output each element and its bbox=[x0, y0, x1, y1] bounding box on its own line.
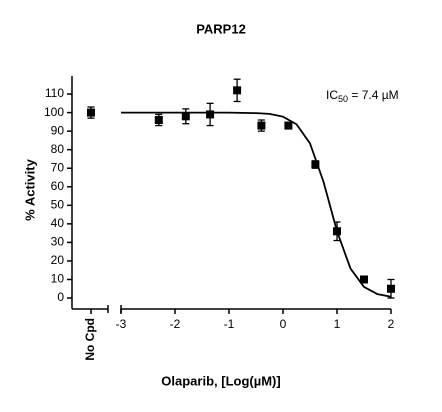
data-point bbox=[87, 108, 95, 117]
data-point bbox=[233, 86, 242, 95]
y-tick-label: 90 bbox=[51, 123, 65, 137]
y-tick-label: 10 bbox=[51, 272, 65, 286]
y-tick-label: 100 bbox=[44, 105, 64, 119]
x-tick-label: 1 bbox=[334, 317, 341, 331]
data-point bbox=[333, 227, 341, 236]
data-point bbox=[154, 116, 163, 125]
x-tick-label: 0 bbox=[280, 317, 287, 331]
data-point bbox=[181, 112, 190, 121]
x-tick-label: 2 bbox=[388, 317, 395, 331]
data-point bbox=[311, 160, 320, 169]
y-tick-label: 110 bbox=[45, 86, 64, 100]
y-tick-label: 60 bbox=[51, 179, 65, 193]
x-tick-label: -1 bbox=[224, 317, 235, 331]
data-point bbox=[206, 110, 215, 119]
chart-title: PARP12 bbox=[196, 21, 246, 36]
data-point bbox=[257, 121, 266, 130]
annotation-subscript: 50 bbox=[338, 94, 348, 104]
data-point bbox=[284, 121, 293, 130]
x-tick-label: No Cpd bbox=[83, 318, 97, 361]
fit-curve bbox=[121, 111, 392, 298]
y-tick-label: 30 bbox=[51, 235, 65, 249]
data-point bbox=[387, 284, 395, 293]
y-tick-label: 20 bbox=[51, 253, 65, 267]
data-point bbox=[360, 275, 368, 284]
annotation: IC50 = 7.4 µM bbox=[326, 88, 399, 104]
x-tick-label: -2 bbox=[170, 317, 181, 331]
y-tick-label: 50 bbox=[51, 197, 65, 211]
annotation-base: IC bbox=[326, 88, 338, 102]
y-axis-label: % Activity bbox=[22, 158, 37, 220]
y-tick-label: 80 bbox=[51, 142, 65, 156]
y-tick-label: 40 bbox=[51, 216, 65, 230]
annotation-text: = 7.4 µM bbox=[348, 88, 399, 102]
y-tick-label: 70 bbox=[51, 160, 65, 174]
y-tick-label: 0 bbox=[57, 290, 64, 304]
x-tick-label: -3 bbox=[116, 317, 127, 331]
x-axis-label: Olaparib, [Log(µM)] bbox=[161, 373, 280, 388]
